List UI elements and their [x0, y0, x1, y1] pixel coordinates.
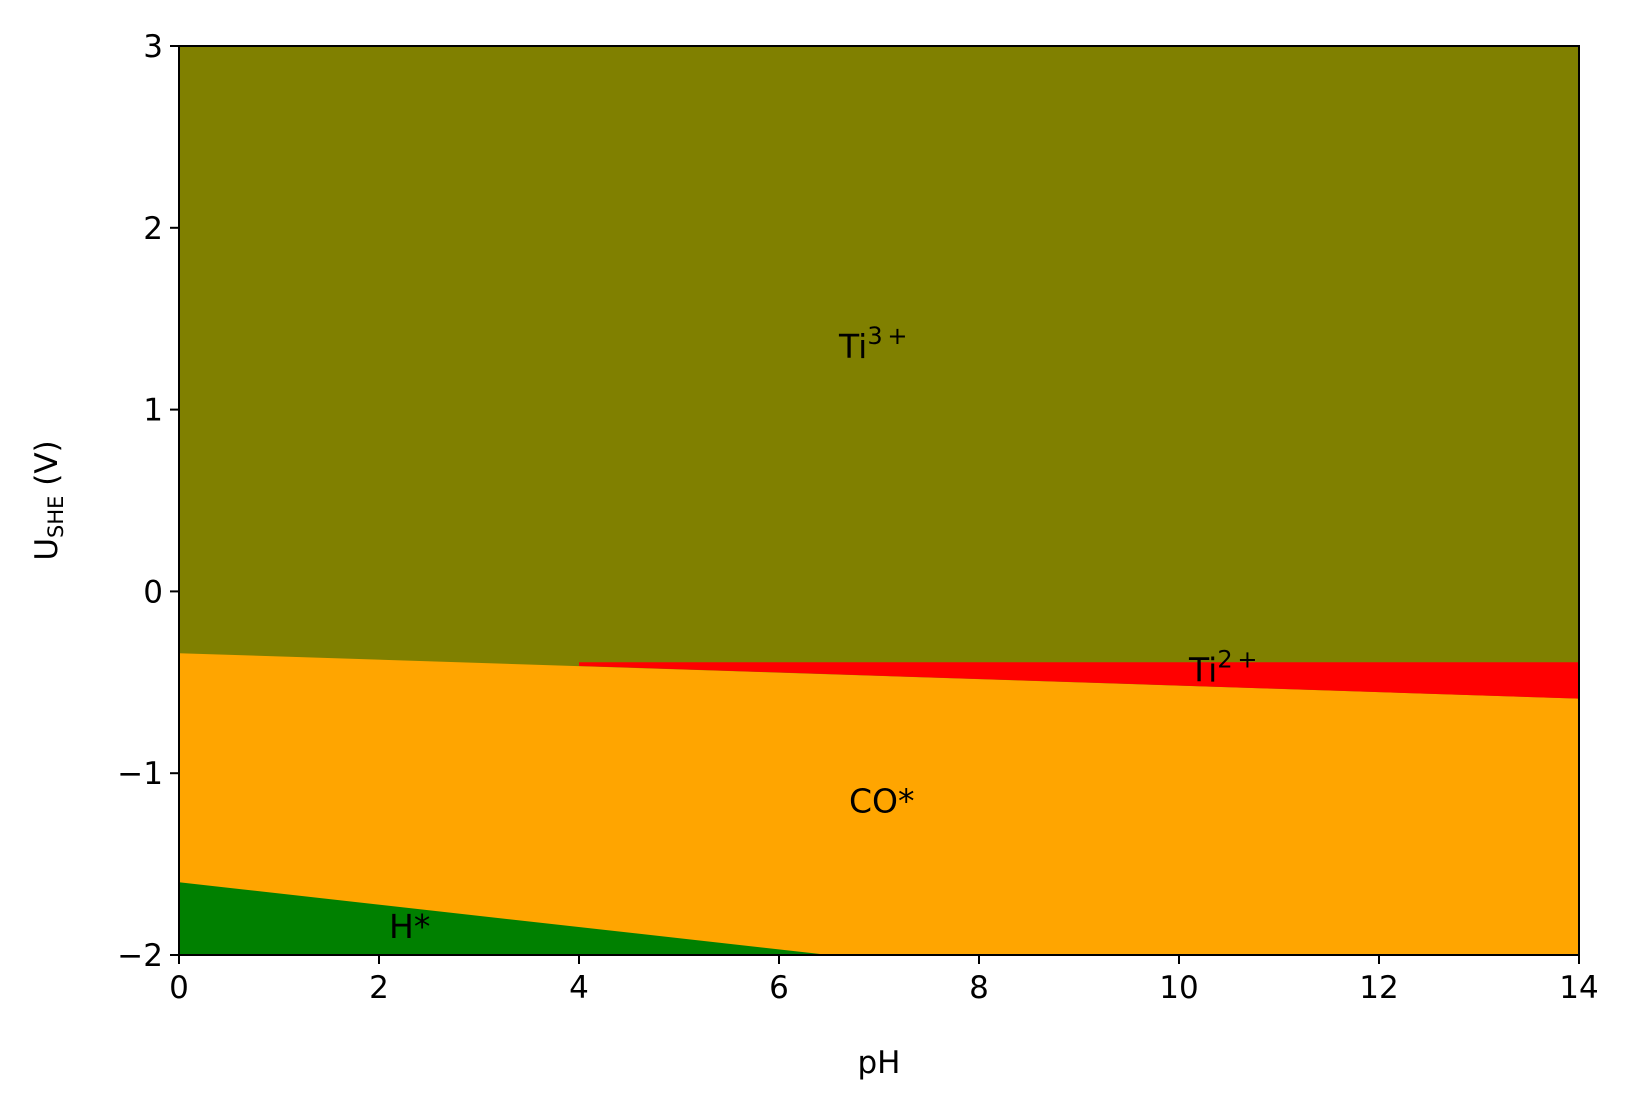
region-labels: Ti3 + Ti2 + CO* H* [389, 322, 1257, 946]
x-tick-label: 6 [769, 970, 789, 1006]
plot-area [179, 46, 1579, 955]
y-tick-label: −1 [117, 756, 163, 792]
y-axis-label: USHE (V) [29, 440, 68, 560]
x-axis-label: pH [858, 1045, 901, 1081]
y-axis-label-sub: SHE [44, 496, 68, 538]
y-axis: −2 −1 0 1 2 3 [117, 29, 179, 974]
y-tick-label: 1 [143, 393, 163, 429]
y-axis-label-main: U [29, 538, 65, 561]
x-tick-label: 12 [1359, 970, 1398, 1006]
region-label-ti3: Ti3 + [838, 322, 907, 366]
region-label-ti2: Ti2 + [1188, 646, 1257, 690]
y-tick-label: 3 [143, 29, 163, 65]
plot-frame [178, 45, 1580, 956]
x-tick-label: 10 [1159, 970, 1198, 1006]
y-axis-label-suffix: (V) [29, 440, 65, 495]
x-tick-label: 14 [1559, 970, 1598, 1006]
region-label-co: CO* [849, 781, 915, 820]
y-tick-label: 0 [143, 574, 163, 610]
y-tick-label: 2 [143, 211, 163, 247]
x-tick-label: 8 [969, 970, 989, 1006]
x-axis: 0 2 4 6 8 10 12 14 [169, 955, 1599, 1006]
x-tick-label: 0 [169, 970, 189, 1006]
region-label-h: H* [389, 907, 430, 946]
y-tick-label: −2 [117, 938, 163, 974]
x-tick-label: 4 [569, 970, 589, 1006]
region-h [179, 882, 829, 955]
region-co [179, 653, 1579, 955]
region-ti2 [579, 662, 1579, 699]
x-tick-label: 2 [369, 970, 389, 1006]
